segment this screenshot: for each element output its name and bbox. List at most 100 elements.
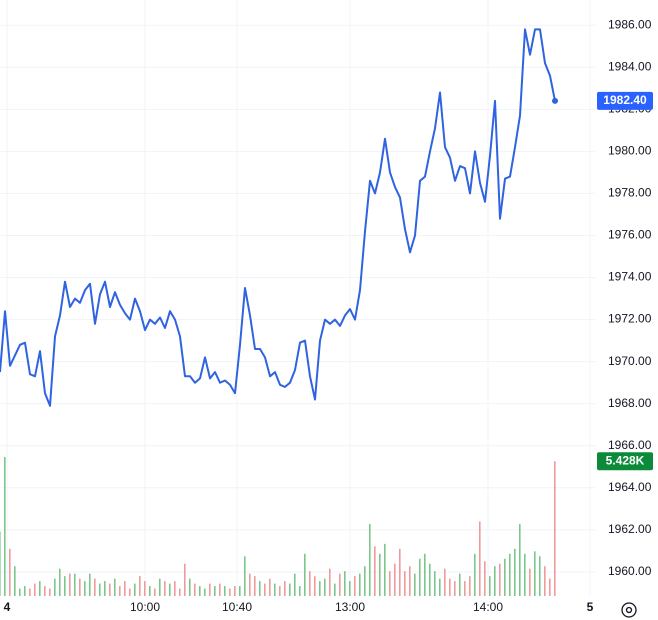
volume-bar xyxy=(104,581,106,596)
volume-bar xyxy=(74,573,76,596)
volume-bar xyxy=(54,578,56,596)
volume-bar xyxy=(119,586,121,596)
volume-bar xyxy=(409,566,411,596)
volume-bar xyxy=(284,581,286,596)
volume-bar xyxy=(139,576,141,596)
volume-bar xyxy=(314,576,316,596)
x-tick-label: 10:40 xyxy=(222,600,252,614)
x-tick-label: 14:00 xyxy=(473,600,503,614)
volume-bar xyxy=(414,573,416,596)
price-badge-label: 1982.40 xyxy=(603,93,647,107)
volume-bar xyxy=(324,578,326,596)
volume-bar xyxy=(299,586,301,596)
volume-bar xyxy=(214,586,216,596)
volume-bar xyxy=(9,548,11,596)
volume-bar xyxy=(439,578,441,596)
volume-bar xyxy=(509,553,511,596)
volume-bar xyxy=(39,581,41,596)
y-tick-label: 1984.00 xyxy=(608,59,652,73)
gear-inner xyxy=(625,606,633,614)
volume-bar xyxy=(114,578,116,596)
volume-bar xyxy=(524,553,526,596)
volume-bar xyxy=(249,573,251,596)
volume-bar xyxy=(354,576,356,596)
volume-bar xyxy=(94,578,96,596)
volume-bar xyxy=(464,581,466,596)
volume-bar xyxy=(499,563,501,596)
volume-bar xyxy=(279,586,281,596)
volume-bar xyxy=(489,576,491,596)
volume-bar xyxy=(349,581,351,596)
volume-bar xyxy=(209,583,211,596)
volume-bar xyxy=(64,576,66,596)
volume-bar xyxy=(479,521,481,596)
volume-bar xyxy=(514,548,516,596)
volume-bar xyxy=(184,563,186,596)
volume-bar xyxy=(164,581,166,596)
y-tick-label: 1972.00 xyxy=(608,312,652,326)
x-tick-label: 4 xyxy=(4,600,11,614)
volume-bar xyxy=(539,556,541,596)
volume-bar xyxy=(134,583,136,596)
volume-bar xyxy=(49,588,51,596)
x-tick-label: 10:00 xyxy=(130,600,160,614)
grid xyxy=(0,0,595,595)
volume-bar xyxy=(519,524,521,596)
volume-bar xyxy=(144,581,146,596)
volume-bar xyxy=(99,583,101,596)
volume-bar xyxy=(529,568,531,596)
y-tick-label: 1966.00 xyxy=(608,438,652,452)
volume-bar xyxy=(329,568,331,596)
volume-bar xyxy=(129,588,131,596)
volume-bar xyxy=(424,553,426,596)
volume-bar xyxy=(374,546,376,596)
volume-bar xyxy=(149,586,151,596)
volume-bar xyxy=(169,583,171,596)
y-tick-label: 1970.00 xyxy=(608,354,652,368)
volume-bar xyxy=(59,568,61,596)
volume-bar xyxy=(339,573,341,596)
volume-bar xyxy=(154,588,156,596)
volume-bar xyxy=(369,524,371,596)
volume-bar xyxy=(174,581,176,596)
volume-bar xyxy=(189,578,191,596)
volume-bar xyxy=(44,586,46,596)
volume-bar xyxy=(34,583,36,596)
volume-bar xyxy=(419,558,421,596)
volume-bar xyxy=(459,573,461,596)
volume-bar xyxy=(394,563,396,596)
volume-bar xyxy=(0,531,1,596)
volume-bar xyxy=(69,573,71,596)
y-tick-label: 1968.00 xyxy=(608,396,652,410)
y-tick-label: 1962.00 xyxy=(608,522,652,536)
volume-bar xyxy=(109,583,111,596)
x-tick-label: 5 xyxy=(587,600,594,614)
volume-bar xyxy=(554,461,556,596)
volume-bar xyxy=(84,581,86,596)
settings-icon[interactable] xyxy=(621,602,637,618)
y-tick-label: 1974.00 xyxy=(608,270,652,284)
volume-bar xyxy=(444,568,446,596)
volume-bar xyxy=(24,586,26,596)
volume-bar xyxy=(264,583,266,596)
volume-bar xyxy=(229,588,231,596)
volume-badge-label: 5.428K xyxy=(606,453,645,467)
volume-bar xyxy=(319,581,321,596)
volume-bar xyxy=(399,548,401,596)
x-tick-label: 13:00 xyxy=(335,600,365,614)
volume-bar xyxy=(544,566,546,596)
volume-bar xyxy=(289,583,291,596)
gear-outer xyxy=(621,602,637,618)
price-line xyxy=(0,28,556,407)
volume-bar xyxy=(494,566,496,596)
volume-bar xyxy=(334,583,336,596)
volume-bar xyxy=(19,588,21,596)
volume-bar xyxy=(429,563,431,596)
volume-bar xyxy=(244,556,246,596)
volume-bar xyxy=(254,576,256,596)
volume-bar xyxy=(89,573,91,596)
volume-bar xyxy=(234,586,236,596)
volume-bar xyxy=(364,566,366,596)
y-tick-label: 1960.00 xyxy=(608,564,652,578)
